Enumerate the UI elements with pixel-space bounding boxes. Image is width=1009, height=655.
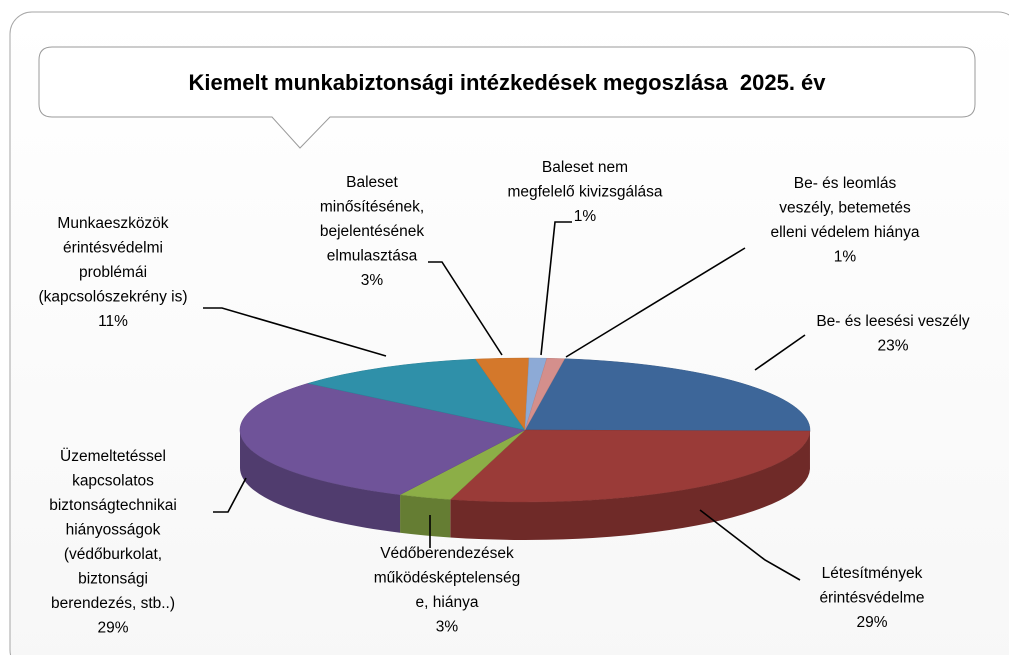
slice-label-line: biztonsági — [78, 571, 148, 588]
leader-line — [754, 334, 806, 371]
slice-label-line: veszély, betemetés — [779, 200, 911, 217]
chart-title: Kiemelt munkabiztonsági intézkedések meg… — [188, 70, 826, 95]
slice-label-line: érintésvédelmi — [63, 240, 163, 257]
slice-label-line: minősítésének, — [320, 199, 424, 216]
slice-label-line: Baleset — [346, 174, 398, 191]
value-label: 1% — [574, 208, 597, 225]
value-label: 1% — [834, 249, 857, 266]
leader-line — [565, 247, 746, 358]
leader-line — [213, 477, 247, 513]
leader-line — [699, 509, 801, 581]
leader-line — [428, 261, 503, 356]
slice-label: Be- és leesési veszély — [816, 313, 970, 330]
slice-label-line: Létesítmények — [822, 565, 923, 582]
slice-label-line: érintésvédelme — [819, 590, 924, 607]
value-label: 3% — [436, 619, 459, 636]
value-label: 3% — [361, 272, 384, 289]
slice-label-line: Védőberendezések — [380, 545, 514, 562]
slice-label-line: Be- és leomlás — [794, 175, 897, 192]
slice — [524, 357, 566, 431]
title-callout — [38, 46, 976, 149]
slice-label: Üzemeltetéssel kapcsolatos biztonságtechni… — [49, 447, 177, 612]
slice-label-line: berendezés, stb..) — [51, 595, 175, 612]
slice-label-line: Be- és leesési veszély — [816, 313, 970, 330]
slice-side — [400, 494, 451, 538]
slice-label: Létesítmények érintésvédelme — [819, 565, 924, 607]
slice-label-line: megfelelő kivizsgálása — [507, 184, 662, 201]
value-label: 23% — [877, 338, 908, 355]
slice-label: Baleset minősítésének, bejelentésének elmul… — [320, 174, 425, 265]
slice-label-line: működésképtelenség — [374, 570, 521, 587]
slice-label: Védőberendezések működésképtelenség e, hiá… — [374, 545, 521, 611]
slice-label-line: kapcsolatos — [72, 473, 154, 490]
slice — [449, 429, 811, 503]
slice-label-line: e, hiánya — [416, 594, 479, 611]
slice-label-line: elleni védelem hiánya — [770, 224, 919, 241]
slice-side — [240, 430, 401, 533]
slice-label-line: Baleset nem — [542, 159, 628, 176]
slice-label-line: biztonságtechnikai — [49, 497, 177, 514]
leader-line — [540, 221, 572, 356]
leader-line — [203, 307, 387, 357]
slice-label: Baleset nem megfelelő kivizsgálása — [507, 159, 662, 201]
value-label: 29% — [856, 614, 887, 631]
slice-label-line: (kapcsolószekrény is) — [38, 289, 187, 306]
slice-side — [450, 431, 810, 541]
slice — [307, 358, 526, 431]
slice-label-line: (védőburkolat, — [64, 546, 162, 563]
slice-label-line: Üzemeltetéssel — [60, 447, 166, 465]
slice — [524, 358, 811, 432]
slice-label-line: hiányosságok — [66, 522, 161, 539]
slice-label-line: bejelentésének — [320, 223, 425, 240]
value-label: 29% — [97, 620, 128, 637]
slice-label-line: elmulasztása — [327, 248, 418, 265]
slice-label-line: Munkaeszközök — [57, 215, 168, 232]
slice-label-line: problémái — [79, 264, 147, 281]
slice-label: Be- és leomlás veszély, betemetés elleni v… — [770, 175, 919, 241]
slice — [239, 383, 526, 495]
value-label: 11% — [98, 313, 128, 330]
slice-label: Munkaeszközök érintésvédelmi problémái (kap… — [38, 215, 187, 306]
